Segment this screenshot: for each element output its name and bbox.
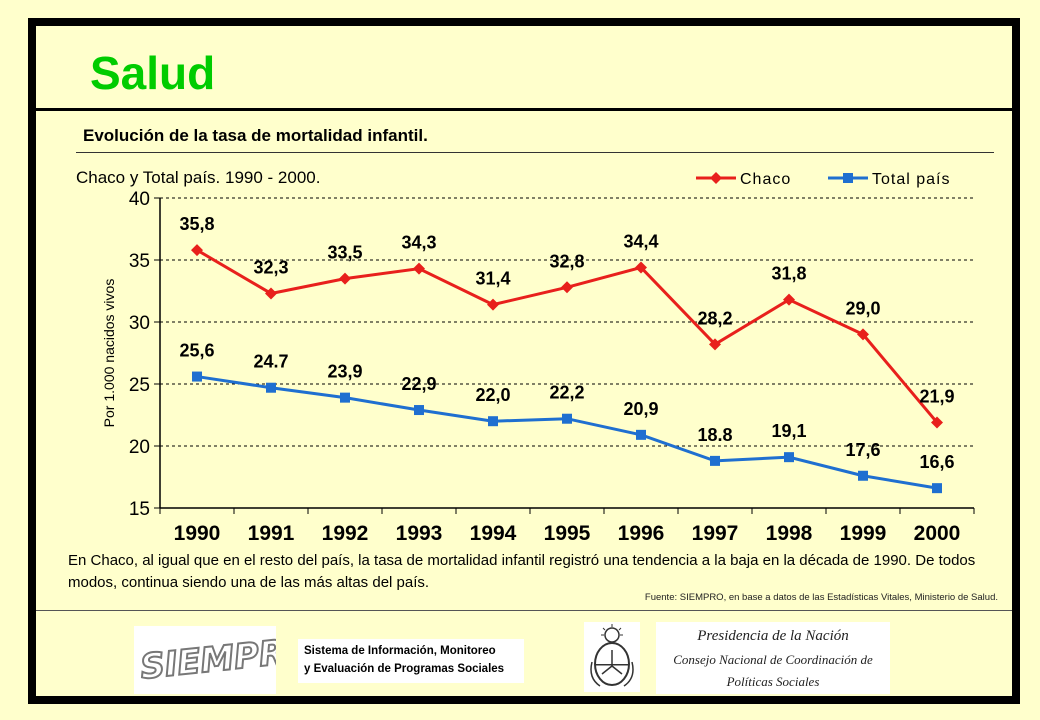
x-tick-label: 1994 — [470, 522, 517, 545]
data-label: 24.7 — [253, 352, 288, 372]
data-label: 34,4 — [623, 231, 658, 251]
x-tick-label: 1998 — [766, 522, 813, 545]
data-label: 33,5 — [327, 243, 362, 263]
data-point — [561, 281, 573, 294]
data-point — [636, 429, 646, 440]
sistema-line-1: Sistema de Información, Monitoreo — [304, 645, 496, 657]
data-point — [783, 293, 795, 306]
presidencia-line-3: Políticas Sociales — [726, 674, 820, 689]
x-tick-label: 1995 — [544, 522, 591, 545]
data-point — [932, 483, 942, 494]
data-point — [709, 338, 721, 351]
data-point — [635, 261, 647, 274]
data-point — [784, 452, 794, 463]
chart-scope: Chaco y Total país. 1990 - 2000. — [76, 168, 321, 187]
legend-label: Chaco — [740, 171, 791, 188]
presidencia-line-1: Presidencia de la Nación — [697, 628, 849, 644]
presidencia-line-2: Consejo Nacional de Coordinación de — [673, 652, 873, 667]
x-tick-label: 1993 — [396, 522, 443, 545]
data-point — [191, 244, 203, 257]
data-label: 18.8 — [697, 425, 732, 445]
chart-subtitle: Evolución de la tasa de mortalidad infan… — [83, 126, 428, 145]
data-point — [413, 262, 425, 275]
data-label: 23,9 — [327, 362, 362, 382]
data-label: 31,4 — [475, 269, 510, 289]
data-point — [266, 382, 276, 393]
mortality-line-chart: 15 20 25 30 35 40 1990 1991 1992 1993 1994 1995 1996… — [101, 171, 975, 545]
data-point — [487, 298, 499, 311]
y-tick-label: 30 — [129, 313, 150, 334]
sistema-line-2: y Evaluación de Programas Sociales — [304, 663, 505, 675]
data-label: 16,6 — [919, 452, 954, 472]
title-divider — [36, 108, 1012, 111]
x-tick-label: 1996 — [618, 522, 665, 545]
presidencia-logo: Presidencia de la Nación Consejo Naciona… — [656, 622, 890, 694]
data-point — [265, 287, 277, 300]
data-label: 22,0 — [475, 385, 510, 405]
x-tick-label: 1999 — [840, 522, 887, 545]
y-tick-label: 35 — [129, 251, 150, 272]
data-point — [414, 405, 424, 416]
siempro-logo: SIEMPRO — [134, 626, 317, 694]
data-point — [931, 416, 943, 429]
data-label: 32,8 — [549, 251, 584, 271]
argentina-coat-of-arms-icon — [584, 622, 640, 692]
footer-divider — [36, 610, 1012, 611]
x-tick-label: 1992 — [322, 522, 369, 545]
legend-label: Total país — [872, 171, 950, 188]
x-tick-label: 2000 — [914, 522, 961, 545]
data-point — [192, 371, 202, 382]
page-title: Salud — [90, 47, 216, 99]
x-tick-label: 1991 — [248, 522, 295, 545]
data-label: 35,8 — [179, 214, 214, 234]
source-note: Fuente: SIEMPRO, en base a datos de las … — [644, 592, 998, 603]
data-label: 34,3 — [401, 233, 436, 253]
data-point — [488, 416, 498, 427]
data-label: 31,8 — [771, 264, 806, 284]
data-label: 20,9 — [623, 399, 658, 419]
data-label: 29,0 — [845, 298, 880, 318]
legend-marker — [843, 173, 853, 183]
data-label: 28,2 — [697, 308, 732, 328]
data-label: 25,6 — [179, 341, 214, 361]
slide-frame: Salud Evolución de la tasa de mortalidad… — [28, 18, 1020, 704]
svg-text:SIEMPRO: SIEMPRO — [138, 630, 276, 688]
data-point — [858, 470, 868, 481]
subtitle-divider — [76, 152, 994, 153]
data-point — [857, 328, 869, 341]
chart-note: En Chaco, al igual que en el resto del p… — [68, 552, 976, 591]
x-tick-label: 1997 — [692, 522, 739, 545]
sistema-logo: Sistema de Información, Monitoreo y Eval… — [298, 639, 524, 683]
data-label: 22,9 — [401, 374, 436, 394]
legend-marker — [710, 172, 722, 184]
y-tick-label: 20 — [129, 437, 150, 458]
data-point — [562, 413, 572, 424]
y-axis-label: Por 1.000 nacidos vivos — [101, 279, 117, 428]
data-label: 19,1 — [771, 421, 806, 441]
y-tick-label: 25 — [129, 375, 150, 396]
data-label: 32,3 — [253, 257, 288, 277]
data-label: 17,6 — [845, 440, 880, 460]
data-point — [339, 272, 351, 285]
data-label: 21,9 — [919, 386, 954, 406]
y-tick-label: 40 — [129, 189, 150, 210]
data-label: 22,2 — [549, 383, 584, 403]
data-point — [710, 455, 720, 466]
x-tick-label: 1990 — [174, 522, 221, 545]
y-tick-label: 15 — [129, 499, 150, 520]
data-point — [340, 392, 350, 403]
